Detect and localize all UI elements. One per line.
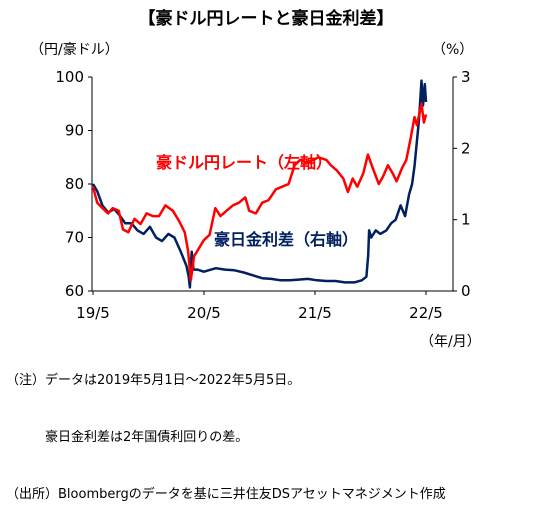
y-left-tick-label: 60 bbox=[65, 282, 84, 300]
y-right-unit: （%） bbox=[432, 42, 473, 58]
note-source: （出所）Bloombergのデータを基に三井住友DSアセットマネジメント作成 bbox=[6, 487, 446, 502]
chart-title: 【豪ドル円レートと豪日金利差】 bbox=[139, 8, 394, 29]
x-tick-label: 20/5 bbox=[187, 304, 221, 322]
series-label-rate-spread: 豪日金利差（右軸） bbox=[214, 230, 358, 249]
note-spread-definition: 豪日金利差は2年国債利回りの差。 bbox=[6, 430, 249, 445]
note-date-range: （注）データは2019年5月1日～2022年5月5日。 bbox=[6, 373, 301, 388]
y-left-unit: （円/豪ドル） bbox=[30, 42, 119, 58]
series-line-rate-spread bbox=[91, 79, 428, 289]
chart: 【豪ドル円レートと豪日金利差】 （円/豪ドル） （%） （年/月） 60 70 80… bbox=[30, 8, 481, 350]
y-right-tick-label: 3 bbox=[461, 68, 471, 86]
series-line-fx-rate bbox=[91, 102, 428, 282]
axes bbox=[88, 76, 457, 295]
tick-labels: 60 70 80 90 100 0 1 2 3 19/5 20/5 21/5 22/5 bbox=[55, 68, 470, 322]
series-label-fx-rate: 豪ドル円レート（左軸） bbox=[156, 153, 332, 172]
y-right-tick-label: 2 bbox=[461, 139, 471, 157]
y-left-tick-label: 90 bbox=[65, 122, 84, 140]
y-right-tick-label: 1 bbox=[461, 211, 471, 229]
x-tick-label: 22/5 bbox=[409, 304, 443, 322]
y-right-tick-label: 0 bbox=[461, 282, 471, 300]
x-tick-label: 19/5 bbox=[76, 304, 110, 322]
y-left-tick-label: 70 bbox=[65, 229, 84, 247]
x-tick-label: 21/5 bbox=[298, 304, 332, 322]
series-lines bbox=[91, 79, 428, 289]
y-left-tick-label: 100 bbox=[55, 68, 84, 86]
x-unit: （年/月） bbox=[420, 334, 481, 350]
footnotes: （注）データは2019年5月1日～2022年5月5日。 豪日金利差は2年国債利回… bbox=[6, 333, 528, 523]
series-labels: 豪ドル円レート（左軸） 豪日金利差（右軸） bbox=[156, 153, 358, 249]
y-left-tick-label: 80 bbox=[65, 175, 84, 193]
